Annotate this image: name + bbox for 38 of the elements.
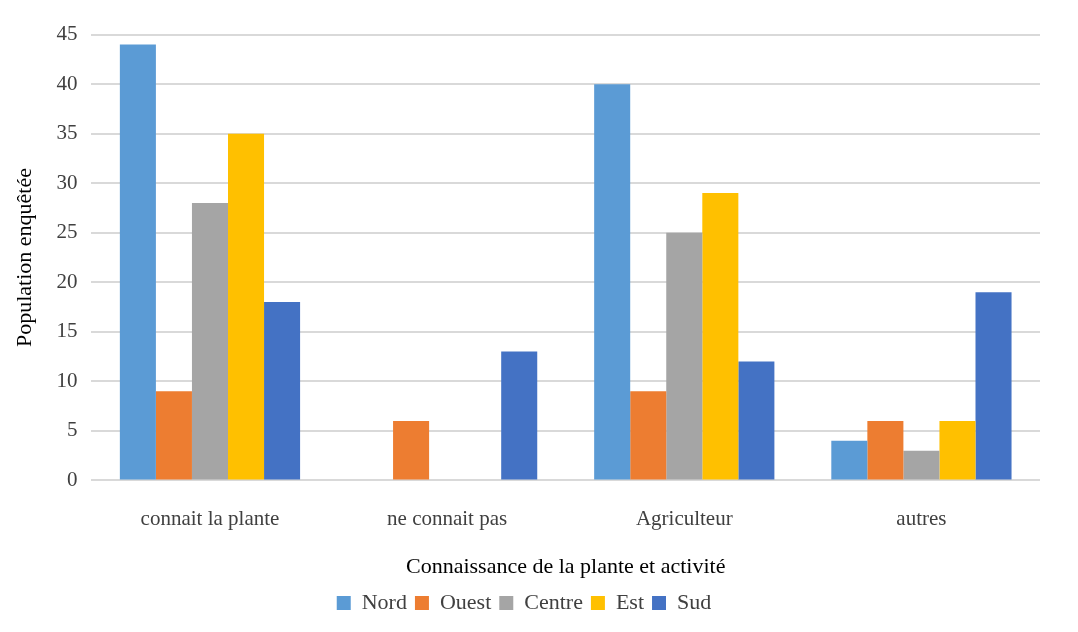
bar: [228, 133, 265, 480]
y-tick-label: 20: [56, 268, 78, 293]
y-tick-label: 5: [66, 417, 78, 442]
legend-label: Ouest: [439, 588, 492, 614]
bar: [594, 84, 631, 480]
bar: [738, 361, 775, 480]
x-tick-label: Agriculteur: [635, 505, 733, 530]
x-tick-label: ne connait pas: [387, 505, 508, 530]
bar: [939, 420, 976, 480]
bar: [975, 292, 1012, 480]
bar: [264, 302, 301, 480]
y-axis-title: Population enquêtée: [10, 167, 36, 348]
y-tick-label: 25: [56, 219, 78, 244]
y-tick-label: 35: [56, 120, 78, 145]
bar: [119, 44, 156, 480]
y-tick-label: 40: [56, 70, 78, 95]
bar: [831, 440, 868, 480]
legend-label: Nord: [361, 588, 407, 614]
x-tick-label: connait la plante: [140, 505, 280, 530]
y-tick-label: 0: [66, 466, 78, 491]
bar: [191, 203, 228, 480]
bar: [903, 450, 940, 480]
y-tick-label: 10: [56, 367, 78, 392]
bar: [630, 391, 667, 480]
x-tick-label: autres: [896, 505, 947, 530]
legend-label: Est: [615, 588, 645, 614]
y-tick-label: 15: [56, 318, 78, 343]
bar: [702, 193, 739, 480]
y-tick-label: 45: [56, 21, 78, 46]
y-tick-label: 30: [56, 169, 78, 194]
bar: [501, 351, 538, 480]
bar: [666, 232, 703, 480]
bar: [155, 391, 192, 480]
bar: [393, 420, 430, 480]
bar: [867, 420, 904, 480]
legend-label: Centre: [524, 588, 583, 614]
legend-label: Sud: [677, 588, 712, 614]
x-axis-title: Connaissance de la plante et activité: [405, 552, 726, 578]
